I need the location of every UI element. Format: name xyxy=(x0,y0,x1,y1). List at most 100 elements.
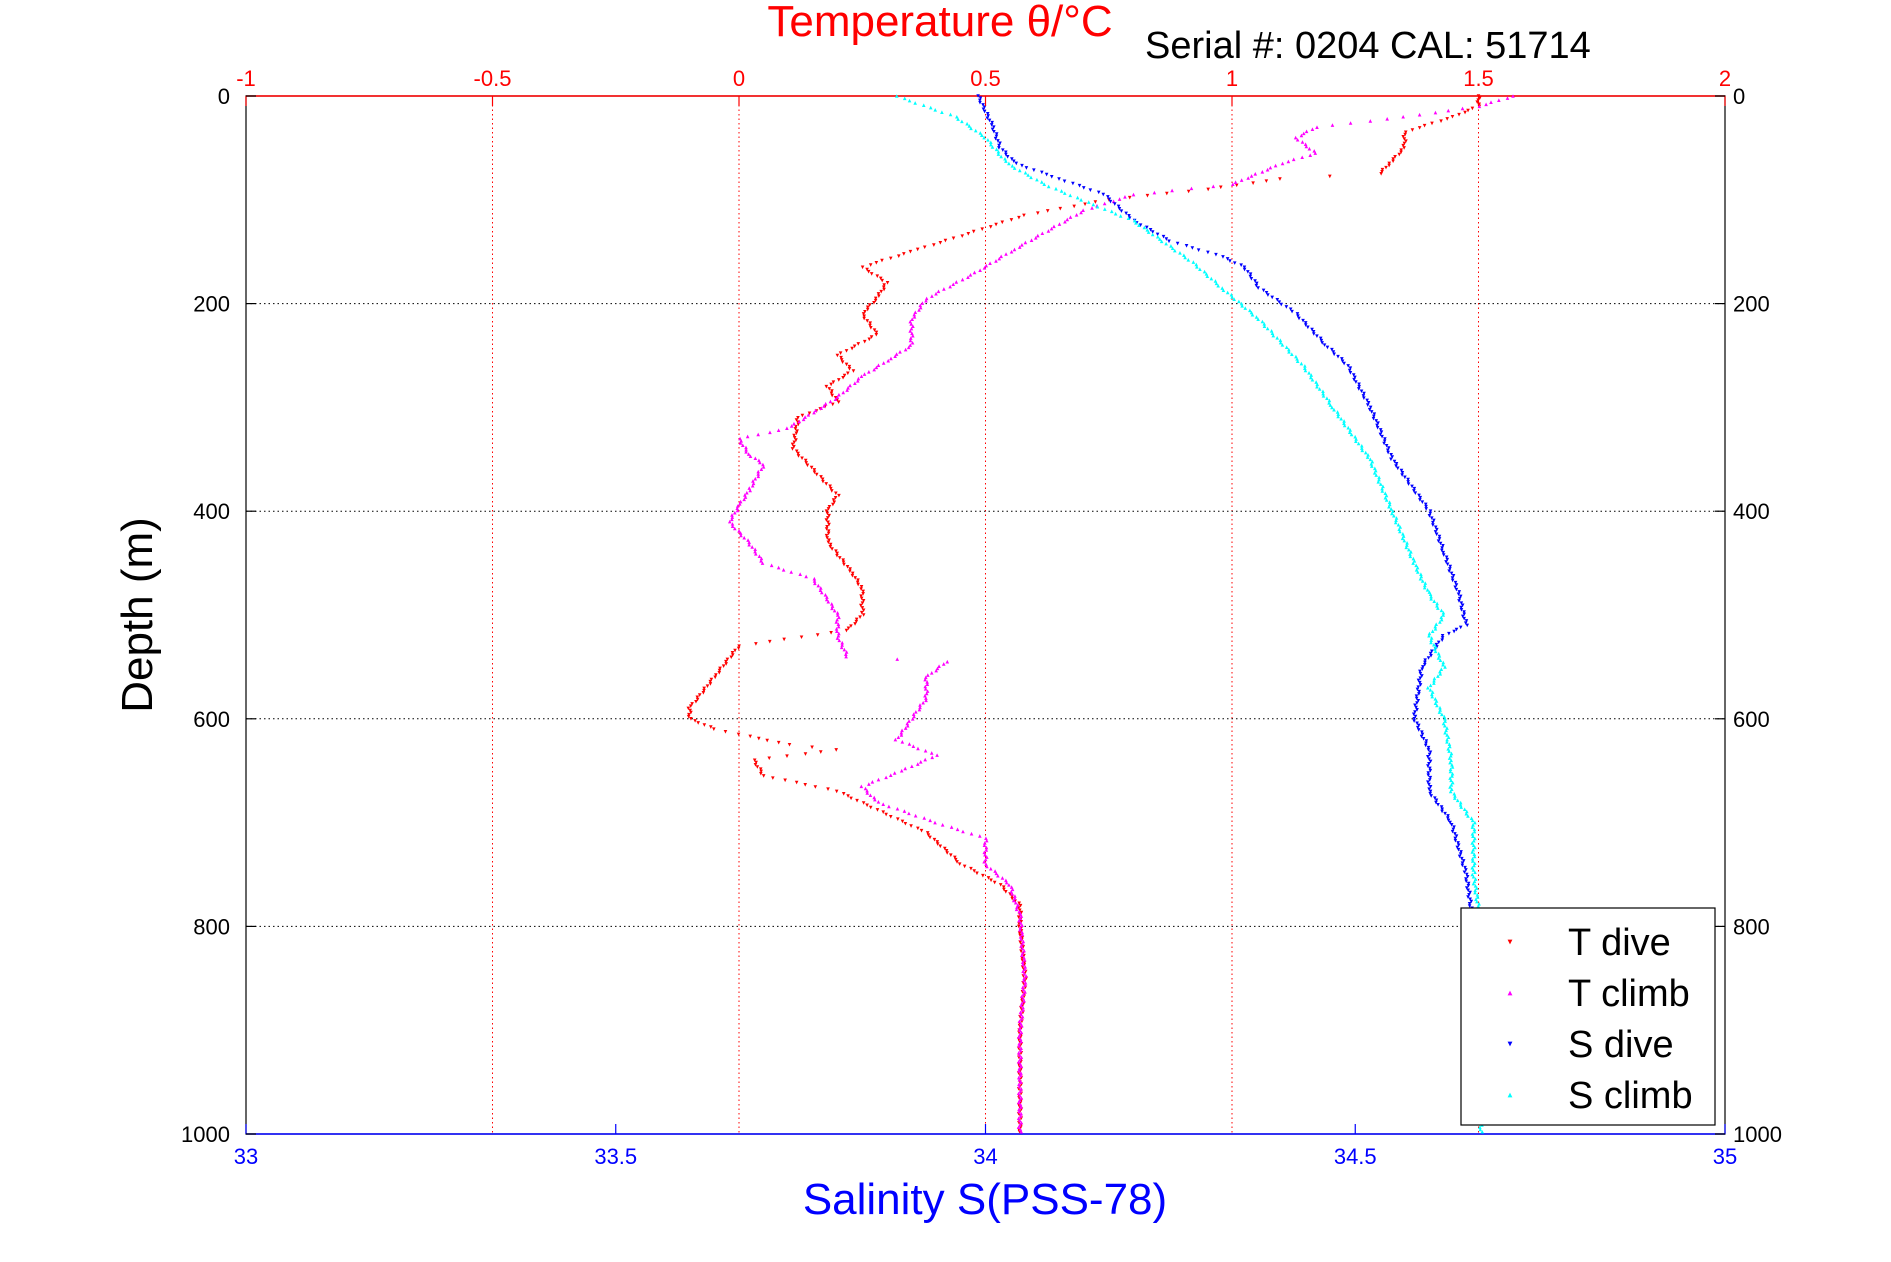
data-point xyxy=(1404,545,1409,550)
data-point xyxy=(709,677,714,682)
data-point xyxy=(989,142,993,147)
data-point xyxy=(829,489,834,493)
left-axis-tick-label: 800 xyxy=(193,914,230,939)
data-point xyxy=(992,125,996,129)
data-point xyxy=(761,465,766,469)
data-point xyxy=(730,653,735,657)
data-point xyxy=(1393,154,1397,159)
data-point xyxy=(1017,1044,1021,1048)
data-point xyxy=(875,274,880,278)
data-point xyxy=(1431,520,1435,525)
data-point xyxy=(925,682,930,686)
data-point xyxy=(888,815,893,819)
data-point xyxy=(831,502,835,507)
data-point xyxy=(815,633,820,637)
data-point xyxy=(1005,154,1010,159)
data-point xyxy=(922,245,927,250)
data-point xyxy=(1424,507,1428,511)
data-point xyxy=(837,493,841,498)
data-point xyxy=(1378,482,1383,486)
data-point xyxy=(880,258,884,263)
data-point xyxy=(969,126,973,131)
data-point xyxy=(1019,1129,1024,1134)
data-point xyxy=(943,846,947,851)
data-point xyxy=(859,587,863,591)
data-point xyxy=(903,726,908,730)
data-point xyxy=(1441,613,1446,617)
data-point xyxy=(1040,231,1045,236)
data-point xyxy=(1183,255,1187,260)
data-point xyxy=(1020,1014,1025,1019)
data-point xyxy=(1369,464,1374,468)
data-point xyxy=(1014,907,1019,912)
data-point xyxy=(1016,1100,1021,1105)
data-point xyxy=(902,96,907,101)
data-point xyxy=(1427,752,1432,757)
data-point xyxy=(1469,899,1474,904)
data-point xyxy=(1420,667,1425,671)
data-point xyxy=(1439,805,1444,809)
data-point xyxy=(1304,129,1309,134)
data-point xyxy=(1386,446,1391,450)
data-point xyxy=(818,588,823,593)
data-point xyxy=(1456,592,1461,597)
data-point xyxy=(860,265,865,270)
data-point xyxy=(1142,225,1147,230)
data-point xyxy=(942,287,946,291)
data-point xyxy=(885,281,890,285)
data-point xyxy=(853,381,857,385)
data-point xyxy=(908,338,913,343)
data-point xyxy=(1412,717,1416,721)
data-point xyxy=(1450,829,1455,834)
data-point xyxy=(997,143,1001,148)
data-point xyxy=(1371,416,1376,421)
series-s-climb xyxy=(894,94,1485,1134)
data-point xyxy=(835,629,839,633)
data-point xyxy=(938,844,943,849)
data-point xyxy=(797,419,802,424)
data-point xyxy=(923,687,928,691)
data-point xyxy=(1022,999,1026,1003)
data-point xyxy=(884,812,888,817)
data-point xyxy=(1402,538,1407,543)
data-point xyxy=(989,123,994,127)
data-point xyxy=(911,333,915,338)
data-point xyxy=(1408,552,1412,556)
data-point xyxy=(1379,172,1383,176)
data-point xyxy=(986,138,990,142)
data-point xyxy=(912,315,917,319)
data-point xyxy=(985,111,990,116)
data-point xyxy=(1471,881,1476,886)
data-point xyxy=(1016,1125,1021,1130)
data-point xyxy=(1033,236,1038,240)
data-point xyxy=(872,301,876,305)
data-point xyxy=(830,604,835,608)
data-point xyxy=(1399,148,1403,152)
data-point xyxy=(1428,511,1433,516)
data-point xyxy=(1004,159,1008,163)
data-point xyxy=(1013,900,1018,905)
data-point xyxy=(1254,281,1259,286)
data-point xyxy=(832,608,837,613)
data-point xyxy=(1017,931,1022,935)
data-point xyxy=(768,430,772,435)
data-point xyxy=(856,376,861,381)
data-point xyxy=(1399,468,1404,473)
data-point xyxy=(1366,400,1371,405)
data-point xyxy=(1459,805,1463,809)
data-point xyxy=(866,269,871,274)
data-point xyxy=(909,824,913,828)
data-point xyxy=(1101,192,1106,197)
data-point xyxy=(1299,133,1304,138)
data-point xyxy=(921,700,925,705)
data-point xyxy=(1428,775,1433,780)
data-point xyxy=(1336,414,1340,419)
data-point xyxy=(827,538,831,542)
data-point xyxy=(1287,350,1291,354)
data-point xyxy=(872,328,877,332)
data-point xyxy=(926,833,931,838)
data-point xyxy=(992,129,996,134)
data-point xyxy=(1396,522,1401,527)
data-point xyxy=(994,871,999,876)
data-point xyxy=(1286,159,1291,164)
